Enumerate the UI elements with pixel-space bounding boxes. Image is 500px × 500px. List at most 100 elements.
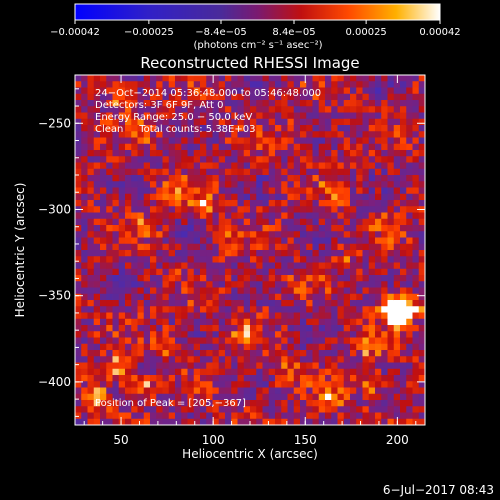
heatmap-cell <box>287 331 295 338</box>
heatmap-cell <box>406 87 413 95</box>
heatmap-cell <box>200 268 207 276</box>
heatmap-cell <box>93 187 101 195</box>
heatmap-cell <box>175 287 182 295</box>
heatmap-cell <box>393 375 401 382</box>
heatmap-cell <box>168 418 176 426</box>
heatmap-cell <box>206 287 213 295</box>
heatmap-cell <box>312 156 320 163</box>
heatmap-cell <box>75 225 82 232</box>
heatmap-cell <box>318 200 326 207</box>
heatmap-cell <box>150 306 157 313</box>
heatmap-cell <box>81 125 88 132</box>
heatmap-cell <box>106 343 113 351</box>
heatmap-cell <box>162 187 170 195</box>
heatmap-cell <box>200 362 207 370</box>
heatmap-cell <box>75 331 82 338</box>
heatmap-cell <box>262 175 270 182</box>
heatmap-cell <box>268 131 276 138</box>
heatmap-cell <box>175 337 182 345</box>
heatmap-cell <box>293 400 301 407</box>
heatmap-cell <box>412 156 420 163</box>
heatmap-cell <box>112 312 120 320</box>
heatmap-cell <box>75 418 82 426</box>
heatmap-cell <box>106 243 113 251</box>
heatmap-cell <box>137 100 145 107</box>
heatmap-cell <box>406 218 413 226</box>
heatmap-cell <box>193 187 201 195</box>
heatmap-cell <box>187 193 195 201</box>
heatmap-cell <box>75 293 82 301</box>
heatmap-cell <box>400 406 407 413</box>
heatmap-cell <box>412 318 420 326</box>
heatmap-cell <box>275 368 282 376</box>
heatmap-cell <box>112 118 120 126</box>
heatmap-cell <box>350 218 357 226</box>
heatmap-cell <box>406 225 413 232</box>
heatmap-cell <box>106 250 113 257</box>
heatmap-cell <box>281 75 288 82</box>
heatmap-cell <box>75 131 82 138</box>
heatmap-cell <box>125 381 132 388</box>
heatmap-cell <box>337 175 345 182</box>
heatmap-cell <box>131 212 138 220</box>
heatmap-cell <box>87 300 95 307</box>
heatmap-cell <box>337 306 345 313</box>
heatmap-cell <box>243 225 251 232</box>
heatmap-cell <box>268 212 276 220</box>
heatmap-cell <box>387 125 395 132</box>
heatmap-cell <box>200 406 207 413</box>
heatmap-cell <box>381 287 388 295</box>
heatmap-cell <box>293 262 301 270</box>
heatmap-cell <box>162 412 170 420</box>
heatmap-cell <box>187 181 195 188</box>
heatmap-cell <box>200 293 207 301</box>
heatmap-cell <box>125 331 132 338</box>
heatmap-cell <box>206 262 213 270</box>
heatmap-cell <box>393 150 401 157</box>
heatmap-cell <box>75 237 82 245</box>
heatmap-cell <box>387 318 395 326</box>
heatmap-cell <box>231 218 238 226</box>
heatmap-cell <box>231 287 238 295</box>
heatmap-cell <box>175 131 182 138</box>
heatmap-cell <box>125 100 132 107</box>
heatmap-cell <box>250 368 257 376</box>
heatmap-cell <box>393 262 401 270</box>
heatmap-cell <box>200 118 207 126</box>
heatmap-cell <box>318 356 326 363</box>
heatmap-cell <box>343 237 351 245</box>
heatmap-cell <box>418 400 426 407</box>
heatmap-cell <box>350 350 357 357</box>
heatmap-cell <box>231 112 238 120</box>
heatmap-cell <box>137 218 145 226</box>
heatmap-cell <box>368 81 376 88</box>
heatmap-cell <box>406 393 413 401</box>
heatmap-cell <box>206 243 213 251</box>
heatmap-cell <box>293 375 301 382</box>
heatmap-cell <box>193 100 201 107</box>
heatmap-cell <box>356 400 363 407</box>
heatmap-cell <box>325 268 332 276</box>
heatmap-cell <box>225 193 232 201</box>
heatmap-cell <box>218 100 226 107</box>
heatmap-cell <box>393 331 401 338</box>
heatmap-cell <box>362 356 370 363</box>
heatmap-cell <box>393 100 401 107</box>
heatmap-cell <box>250 418 257 426</box>
heatmap-cell <box>287 168 295 176</box>
heatmap-cell <box>343 250 351 257</box>
heatmap-cell <box>237 400 245 407</box>
heatmap-cell <box>200 350 207 357</box>
heatmap-cell <box>93 106 101 113</box>
heatmap-cell <box>356 331 363 338</box>
heatmap-cell <box>200 175 207 182</box>
heatmap-cell <box>112 406 120 413</box>
heatmap-cell <box>293 156 301 163</box>
heatmap-cell <box>162 143 170 151</box>
heatmap-cell <box>268 225 276 232</box>
heatmap-cell <box>168 81 176 88</box>
heatmap-cell <box>368 106 376 113</box>
heatmap-cell <box>131 356 138 363</box>
heatmap-cell <box>237 212 245 220</box>
heatmap-cell <box>281 418 288 426</box>
